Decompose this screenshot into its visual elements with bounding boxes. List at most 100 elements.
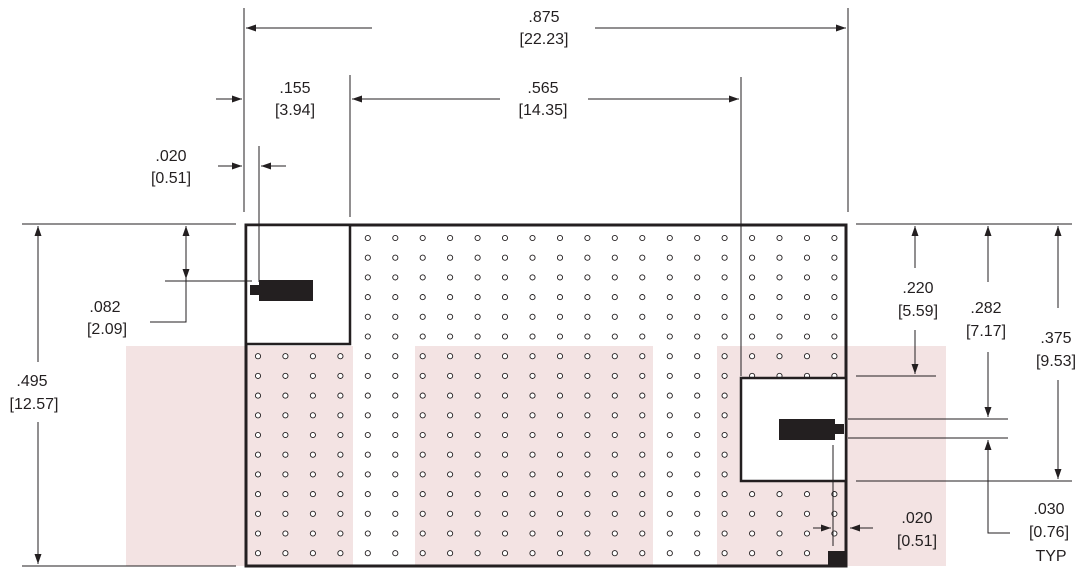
via-hole [447, 234, 454, 242]
via-hole [749, 254, 756, 261]
via-hole [803, 313, 811, 320]
via-hole [556, 412, 564, 419]
via-hole [639, 392, 646, 399]
via-hole [254, 372, 262, 379]
via-hole [419, 274, 426, 281]
via-hole [392, 451, 399, 458]
via-hole [364, 471, 371, 478]
pad1-body [259, 280, 313, 301]
via-hole [337, 431, 344, 439]
via-hole [776, 510, 783, 517]
via-hole [721, 294, 728, 301]
via-hole [364, 313, 371, 320]
via-hole [419, 333, 426, 340]
via-hole [282, 392, 289, 399]
via-hole [611, 451, 618, 458]
via-hole [556, 431, 564, 439]
via-hole [501, 530, 509, 537]
via-hole [392, 392, 399, 399]
via-hole [666, 274, 673, 281]
via-hole [776, 234, 783, 242]
via-hole [584, 510, 591, 517]
via-hole [694, 234, 701, 242]
via-hole [694, 431, 701, 439]
via-hole [529, 353, 536, 360]
via-hole [694, 550, 701, 557]
via-hole [749, 313, 756, 320]
via-hole [694, 392, 701, 399]
via-hole [556, 254, 564, 261]
via-hole [309, 510, 316, 517]
via-hole [666, 412, 673, 419]
via-hole [474, 313, 481, 320]
via-hole [364, 353, 371, 360]
via-hole [639, 471, 646, 478]
via-hole [776, 353, 783, 360]
via-hole [282, 451, 289, 458]
dim-pad-width-note: TYP [1035, 548, 1066, 565]
via-hole [501, 510, 509, 517]
via-hole [529, 392, 536, 399]
dim-pad-width-mm: [0.76] [1029, 524, 1069, 541]
via-hole [666, 294, 673, 301]
via-hole [639, 530, 646, 537]
via-hole [364, 451, 371, 458]
via-hole [337, 372, 344, 379]
via-hole [831, 353, 838, 360]
via-hole [639, 412, 646, 419]
via-hole [309, 353, 316, 360]
via-hole [254, 510, 262, 517]
via-hole [419, 431, 426, 439]
via-hole [611, 254, 618, 261]
via-hole [721, 254, 728, 261]
via-hole [611, 392, 618, 399]
via-hole [556, 530, 564, 537]
via-hole [501, 412, 509, 419]
via-hole [474, 333, 481, 340]
via-hole [611, 550, 618, 557]
via-hole [309, 550, 316, 557]
pad2-body [779, 419, 835, 440]
via-hole [447, 412, 454, 419]
via-hole [254, 412, 262, 419]
via-hole [529, 254, 536, 261]
via-hole [419, 234, 426, 242]
via-hole [337, 491, 344, 498]
dim-pad2-bottom-mm: [9.53] [1036, 353, 1076, 370]
via-hole [694, 313, 701, 320]
via-hole [611, 431, 618, 439]
via-hole [639, 294, 646, 301]
via-hole [776, 333, 783, 340]
dimension-labels: .875 [22.23] .155 [3.94] .565 [14.35] .0… [10, 9, 1076, 565]
via-hole [447, 491, 454, 498]
pad2-stub [834, 424, 844, 434]
dim-pad1-offset-mm: [2.09] [87, 321, 127, 338]
via-hole [474, 412, 481, 419]
via-hole [474, 491, 481, 498]
via-hole [584, 530, 591, 537]
via-hole [364, 274, 371, 281]
via-hole [694, 372, 701, 379]
via-hole [556, 313, 564, 320]
via-hole [474, 550, 481, 557]
via-hole [584, 294, 591, 301]
dim-pad-box-width-mm: [3.94] [275, 102, 315, 119]
via-hole [721, 353, 728, 360]
via-hole [474, 392, 481, 399]
via-hole [803, 274, 811, 281]
via-hole [694, 510, 701, 517]
via-hole [309, 412, 316, 419]
via-hole [584, 313, 591, 320]
dim-pad-span-mm: [14.35] [519, 102, 568, 119]
via-hole [529, 372, 536, 379]
via-hole [776, 274, 783, 281]
via-hole-grid [254, 234, 838, 557]
via-hole [556, 333, 564, 340]
via-hole [501, 294, 509, 301]
corner-pad [828, 551, 846, 566]
via-hole [611, 353, 618, 360]
via-hole [556, 491, 564, 498]
via-hole [556, 234, 564, 242]
via-hole [309, 451, 316, 458]
via-hole [749, 333, 756, 340]
